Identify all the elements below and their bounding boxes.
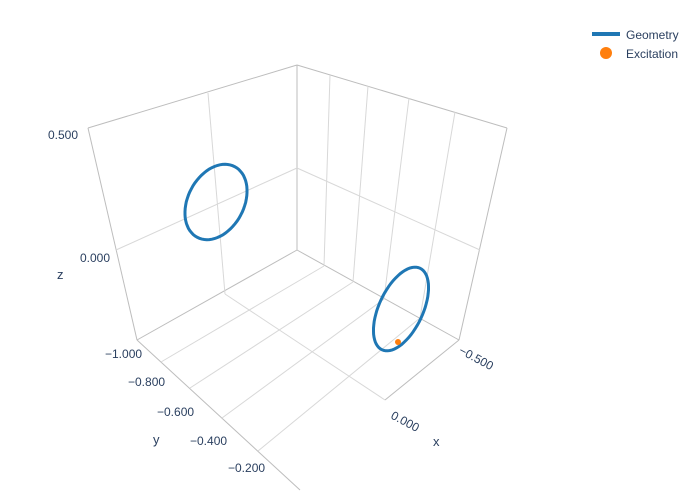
grid-y-left-1 [207, 92, 226, 295]
geometry-loop-1 [183, 162, 249, 242]
grid-z-right-0 [296, 167, 481, 251]
grid-right-v3 [383, 97, 410, 300]
grid-floor-y2 [189, 281, 354, 389]
y-tick-label-1: −0.800 [128, 375, 165, 389]
excitation-point [395, 339, 401, 345]
edge-right-top [296, 64, 508, 129]
x-tick-label-0: −0.500 [457, 343, 497, 373]
x-axis-title: x [433, 434, 440, 449]
edge-left-top [87, 64, 298, 129]
z-tick-label-1: 0.000 [80, 251, 110, 265]
grid-floor [160, 265, 421, 452]
y-tick-label-2: −0.600 [157, 405, 194, 419]
legend-item-geometry[interactable]: Geometry [592, 28, 679, 42]
edge-left-vertical [87, 127, 138, 341]
data-traces [183, 162, 430, 353]
y-tick-label-3: −0.400 [190, 434, 227, 448]
y-tick-label-0: −1.000 [105, 347, 142, 361]
grid-right-v4 [419, 111, 456, 319]
edge-floor-front-x [384, 339, 460, 401]
z-axis-title: z [57, 267, 64, 282]
z-tick-label-0: 0.500 [48, 128, 78, 142]
scene-edges [87, 64, 508, 491]
y-axis-title: y [153, 432, 160, 447]
legend-label-geometry: Geometry [626, 28, 679, 42]
grid-floor-y1 [160, 265, 325, 363]
grid-right-v1 [323, 74, 331, 267]
grid-z-left-0 [115, 167, 298, 251]
edge-floor-left [136, 249, 298, 341]
legend[interactable]: Geometry Excitation [592, 28, 679, 61]
grid-right-wall [296, 74, 481, 319]
edge-floor-front-y [136, 339, 301, 491]
x-tick-label-1: 0.000 [389, 408, 422, 435]
grid-floor-y3 [221, 298, 385, 419]
legend-item-excitation[interactable]: Excitation [600, 47, 678, 61]
grid-right-v2 [352, 85, 369, 283]
edge-right-vertical [458, 127, 508, 341]
grid-left-wall [115, 92, 298, 295]
edge-floor-right [296, 249, 460, 341]
grid-floor-x1 [224, 293, 386, 401]
legend-label-excitation: Excitation [626, 47, 678, 61]
y-tick-label-4: −0.200 [228, 461, 265, 475]
legend-marker-excitation [600, 47, 612, 59]
grid-floor-y4 [257, 317, 421, 452]
geometry-loop-2 [372, 265, 430, 353]
